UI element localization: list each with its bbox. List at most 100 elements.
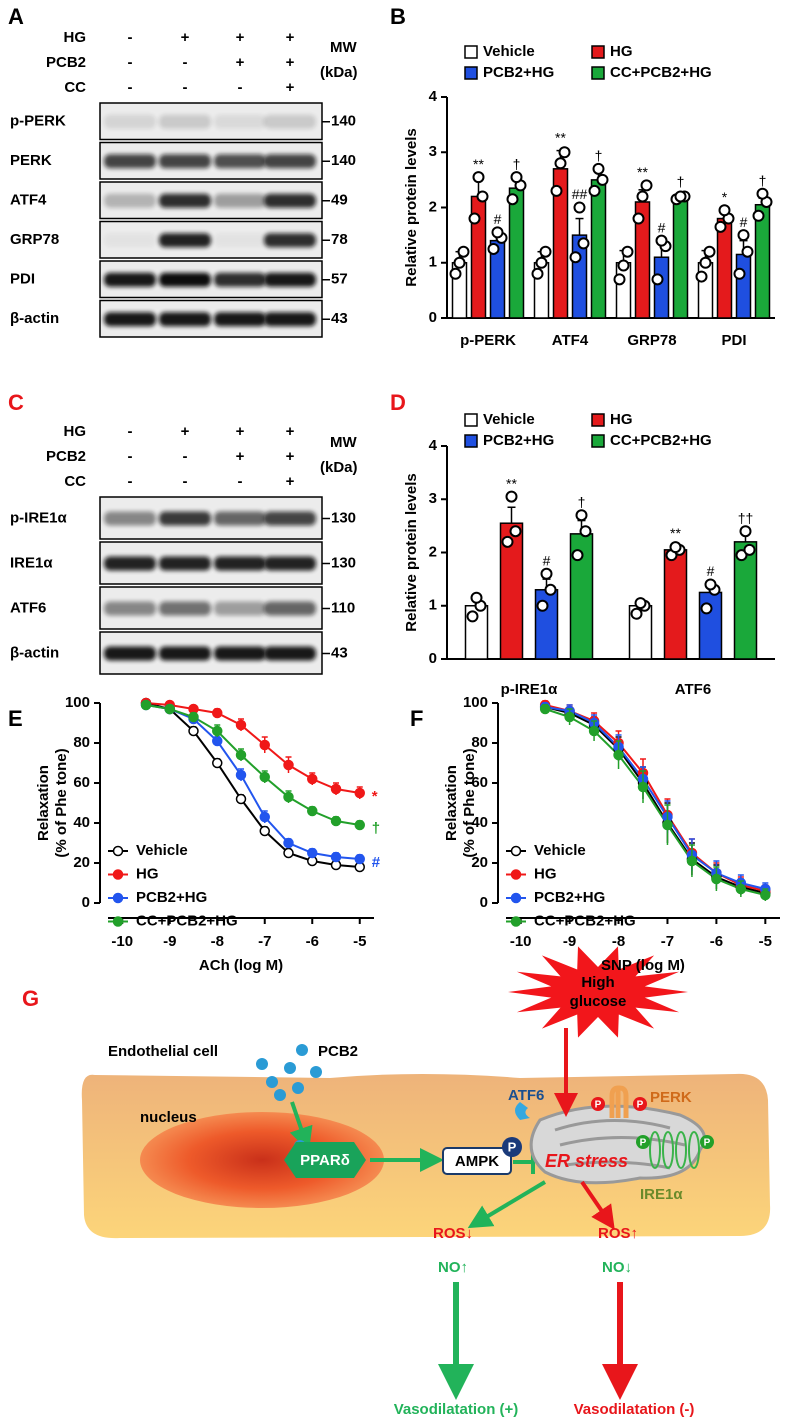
x-tick-label: -7 xyxy=(661,933,674,950)
bar xyxy=(653,256,670,319)
panel-letter: B xyxy=(390,4,406,29)
condition-sign: - xyxy=(128,473,133,490)
y-tick-label: 1 xyxy=(429,254,437,271)
phospho-badge xyxy=(591,1097,605,1111)
blot-band xyxy=(104,601,156,616)
phospho-badge xyxy=(633,1097,647,1111)
series-line xyxy=(544,706,766,894)
data-point xyxy=(259,825,270,837)
y-tick-label: 40 xyxy=(471,814,488,831)
y-axis-label: Relative protein levels xyxy=(403,473,420,631)
data-point xyxy=(259,771,270,783)
x-tick-label: -8 xyxy=(612,933,625,950)
data-point xyxy=(491,226,504,239)
x-tick-label: ATF6 xyxy=(675,681,711,698)
compound-label: PCB2 xyxy=(318,1043,358,1060)
data-point xyxy=(617,259,630,272)
x-tick-label: p-PERK xyxy=(460,332,516,349)
data-point xyxy=(571,549,584,562)
data-point xyxy=(449,267,462,280)
y-tick-label: 4 xyxy=(429,88,438,105)
legend-swatch xyxy=(591,413,605,427)
blot-band xyxy=(264,312,316,327)
significance: ** xyxy=(670,525,681,541)
er-shape xyxy=(529,1104,706,1185)
data-point xyxy=(613,273,626,286)
data-point xyxy=(621,245,634,258)
no-label: NO↓ xyxy=(602,1259,632,1276)
blot-band xyxy=(159,193,211,208)
blot-band xyxy=(159,154,211,169)
data-point xyxy=(531,267,544,280)
blot-band xyxy=(104,511,156,526)
x-tick-label: -6 xyxy=(710,933,723,950)
outcome-label: Vasodilatation (+) xyxy=(394,1401,519,1418)
legend-label: CC+PCB2+HG xyxy=(610,432,712,449)
end-label: # xyxy=(372,854,381,871)
data-point xyxy=(669,541,682,554)
blot-band xyxy=(159,114,211,129)
atf6-shape xyxy=(515,1102,530,1120)
significance: ## xyxy=(572,186,588,202)
data-point xyxy=(468,212,481,225)
legend-label: PCB2+HG xyxy=(534,889,605,906)
bar xyxy=(698,591,723,660)
protein-label: GRP78 xyxy=(10,231,59,248)
blot-band xyxy=(104,233,156,248)
x-tick-label: ATF4 xyxy=(552,332,589,349)
bar xyxy=(735,253,752,319)
data-point xyxy=(453,256,466,269)
cell-label: Endothelial cell xyxy=(108,1043,218,1060)
stress-label: ER stress xyxy=(545,1151,628,1171)
x-axis-label: SNP (log M) xyxy=(601,957,685,974)
legend-marker xyxy=(510,892,522,904)
blot-band xyxy=(159,646,211,661)
data-point xyxy=(735,549,748,562)
series-line xyxy=(145,702,360,868)
sensor-label: ATF6 xyxy=(508,1087,544,1104)
blot-band xyxy=(264,233,316,248)
y-tick-label: 60 xyxy=(73,774,90,791)
blot-band xyxy=(264,193,316,208)
blot-band xyxy=(159,312,211,327)
data-point xyxy=(756,187,769,200)
condition-sign: - xyxy=(183,79,188,96)
legend-swatch xyxy=(591,434,605,448)
x-tick-label: PDI xyxy=(721,332,746,349)
y-axis-label: Relative protein levels xyxy=(403,128,420,286)
protein-label: ATF6 xyxy=(10,599,46,616)
data-point xyxy=(640,179,653,192)
series-line xyxy=(145,704,360,860)
data-point xyxy=(354,819,365,831)
significance: ** xyxy=(637,164,648,180)
protein-label: β-actin xyxy=(10,644,59,661)
y-tick-label: 0 xyxy=(429,309,437,326)
y-axis-label: (% of Phe tone) xyxy=(461,748,478,857)
y-tick-label: 20 xyxy=(73,854,90,871)
condition-sign: - xyxy=(128,54,133,71)
mw-title: MW xyxy=(330,434,357,451)
data-point xyxy=(330,851,342,863)
condition-sign: + xyxy=(286,54,295,71)
data-point xyxy=(588,725,600,737)
outcome-label: Vasodilatation (-) xyxy=(574,1401,695,1418)
data-point xyxy=(188,725,199,737)
phospho-label: P xyxy=(704,1138,711,1149)
data-point xyxy=(737,229,750,242)
y-tick-label: 20 xyxy=(471,854,488,871)
condition-sign: + xyxy=(181,29,190,46)
significance: # xyxy=(658,219,666,235)
no-label: NO↑ xyxy=(438,1259,468,1276)
significance: † xyxy=(759,172,767,188)
legend-swatch xyxy=(591,66,605,80)
data-point xyxy=(470,591,483,604)
significance: # xyxy=(543,553,551,569)
data-point xyxy=(212,707,223,719)
data-point xyxy=(651,273,664,286)
x-tick-label: -7 xyxy=(258,933,271,950)
blot-band xyxy=(214,233,266,248)
significance: * xyxy=(722,189,728,205)
significance: † xyxy=(595,148,603,164)
nucleus-shape xyxy=(140,1112,384,1208)
